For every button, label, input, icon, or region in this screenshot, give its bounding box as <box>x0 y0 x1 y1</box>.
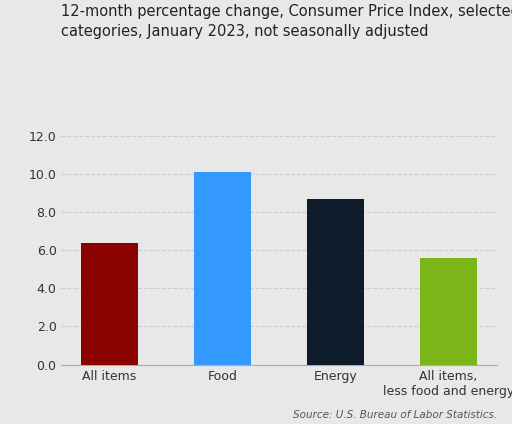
Text: Source: U.S. Bureau of Labor Statistics.: Source: U.S. Bureau of Labor Statistics. <box>292 410 497 420</box>
Bar <box>307 198 364 365</box>
Bar <box>420 258 477 365</box>
Bar <box>194 172 251 365</box>
Text: 12-month percentage change, Consumer Price Index, selected
categories, January 2: 12-month percentage change, Consumer Pri… <box>61 4 512 39</box>
Bar <box>81 243 138 365</box>
